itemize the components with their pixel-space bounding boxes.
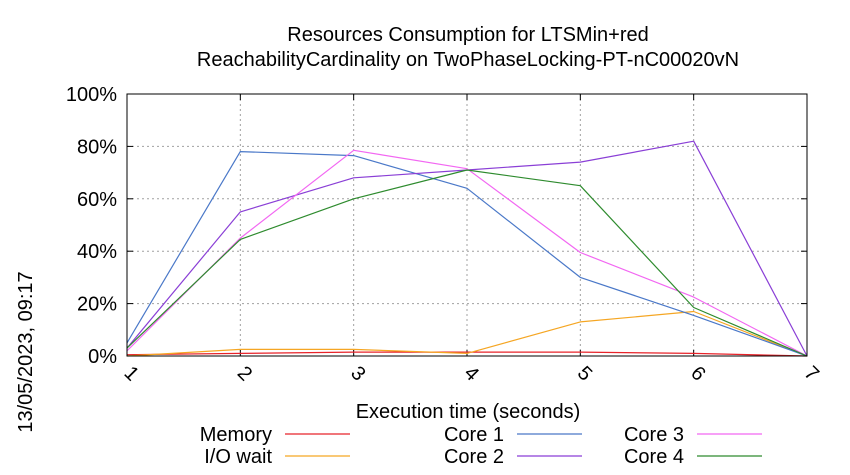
legend-label-core-3: Core 3 xyxy=(624,424,684,446)
x-tick-label: 3 xyxy=(346,362,369,385)
series-line-core-1 xyxy=(126,151,808,357)
legend-label-core-2: Core 2 xyxy=(444,446,504,468)
y-tick-label: 40% xyxy=(77,241,117,263)
series-line-memory xyxy=(126,351,808,357)
y-tick-label: 0% xyxy=(88,346,117,368)
plot-frame xyxy=(126,93,808,357)
series-line-core-4 xyxy=(126,169,808,357)
x-tick-label: 7 xyxy=(800,362,823,385)
y-axis-ticks: 0% 20% 40% 60% 80% 100% xyxy=(66,84,807,368)
x-axis-label: Execution time (seconds) xyxy=(356,401,581,423)
y-tick-label: 100% xyxy=(66,84,117,106)
y-tick-label: 60% xyxy=(77,189,117,211)
series-lines xyxy=(126,140,808,357)
legend-label-memory: Memory xyxy=(200,424,272,446)
chart-title-line2: ReachabilityCardinality on TwoPhaseLocki… xyxy=(197,49,739,71)
legend-label-i-o-wait: I/O wait xyxy=(204,446,272,468)
legend-label-core-4: Core 4 xyxy=(624,446,684,468)
series-line-core-3 xyxy=(126,149,808,357)
y-tick-label: 80% xyxy=(77,136,117,158)
x-tick-label: 4 xyxy=(460,362,483,385)
legend-label-core-1: Core 1 xyxy=(444,424,504,446)
x-axis-ticks: 1 2 3 4 5 6 7 xyxy=(120,94,823,385)
x-tick-label: 6 xyxy=(686,362,709,385)
x-tick-label: 5 xyxy=(573,362,596,385)
x-tick-label: 2 xyxy=(233,362,256,385)
y-tick-label: 20% xyxy=(77,294,117,316)
chart-title-line1: Resources Consumption for LTSMin+red xyxy=(287,24,648,46)
x-tick-label: 1 xyxy=(120,362,143,385)
series-line-i-o-wait xyxy=(126,310,808,357)
timestamp-label: 13/05/2023, 09:17 xyxy=(15,271,37,432)
